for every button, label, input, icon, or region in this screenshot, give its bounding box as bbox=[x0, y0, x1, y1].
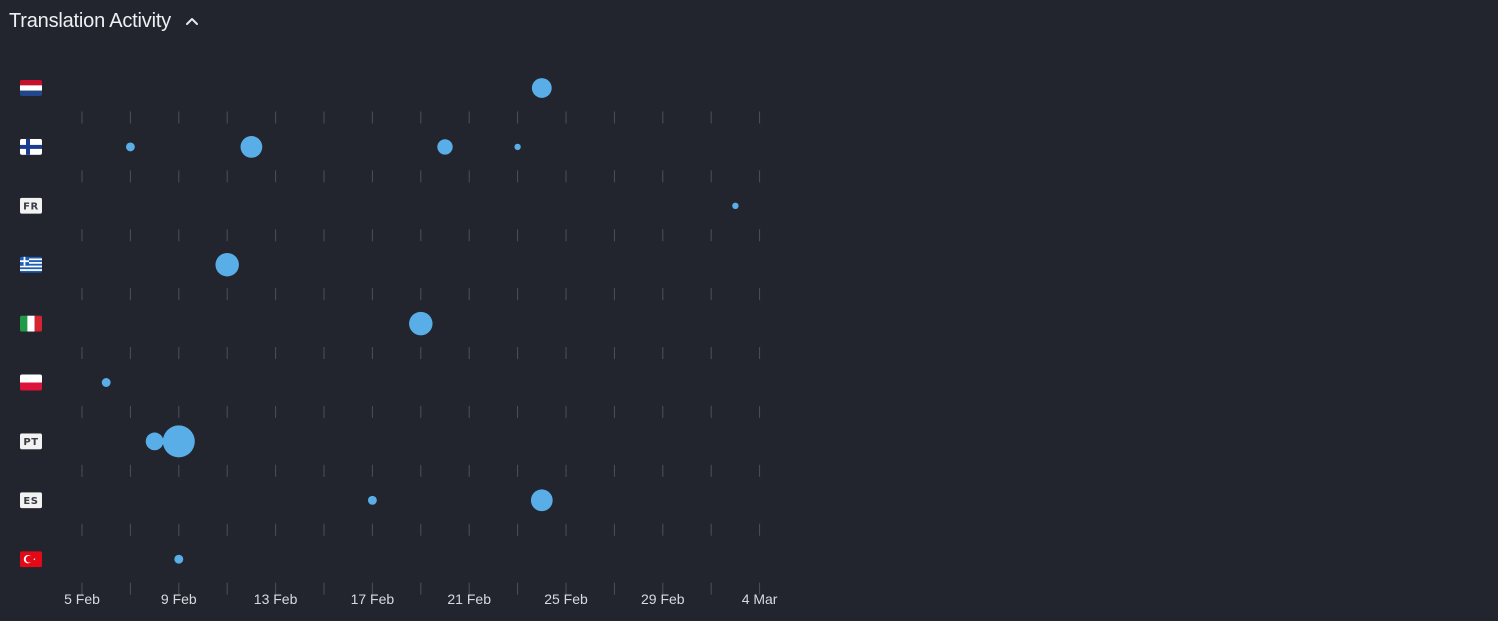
data-point[interactable] bbox=[145, 432, 164, 451]
pt-badge-label: PT bbox=[23, 437, 38, 448]
es-badge-label: ES bbox=[23, 496, 38, 507]
x-tick-label: 29 Feb bbox=[641, 591, 685, 607]
fr-badge: FR bbox=[20, 197, 42, 214]
page-title: Translation Activity bbox=[9, 9, 171, 32]
data-point[interactable] bbox=[437, 139, 453, 155]
italy-flag-icon bbox=[20, 315, 42, 332]
turkey-flag-icon bbox=[20, 551, 42, 568]
chart-header: Translation Activity bbox=[9, 8, 201, 34]
grid-ticks bbox=[81, 111, 761, 595]
data-point[interactable] bbox=[162, 425, 195, 458]
data-point[interactable] bbox=[531, 78, 552, 98]
chevron-up-icon[interactable] bbox=[183, 12, 201, 30]
x-tick-label: 13 Feb bbox=[254, 591, 298, 607]
data-point[interactable] bbox=[215, 252, 239, 277]
data-point[interactable] bbox=[409, 311, 433, 336]
greece-flag-icon bbox=[20, 256, 42, 273]
finland-flag-icon bbox=[20, 138, 42, 155]
data-point[interactable] bbox=[530, 489, 553, 512]
data-point[interactable] bbox=[240, 136, 263, 158]
netherlands-flag-icon bbox=[20, 80, 42, 96]
data-point[interactable] bbox=[367, 495, 377, 505]
x-tick-label: 17 Feb bbox=[351, 591, 395, 607]
es-badge: ES bbox=[20, 492, 42, 509]
x-tick-label: 25 Feb bbox=[544, 591, 588, 607]
data-point[interactable] bbox=[174, 554, 184, 564]
data-point[interactable] bbox=[101, 378, 111, 387]
fr-badge-label: FR bbox=[23, 201, 39, 212]
x-tick-label: 21 Feb bbox=[447, 591, 491, 607]
x-tick-label: 5 Feb bbox=[64, 591, 100, 607]
poland-flag-icon bbox=[20, 374, 42, 391]
x-tick-label: 9 Feb bbox=[161, 591, 197, 607]
pt-badge: PT bbox=[20, 433, 42, 450]
x-tick-label: 4 Mar bbox=[742, 591, 778, 607]
data-point[interactable] bbox=[125, 142, 135, 152]
data-point[interactable] bbox=[732, 202, 739, 209]
data-point[interactable] bbox=[514, 143, 521, 151]
